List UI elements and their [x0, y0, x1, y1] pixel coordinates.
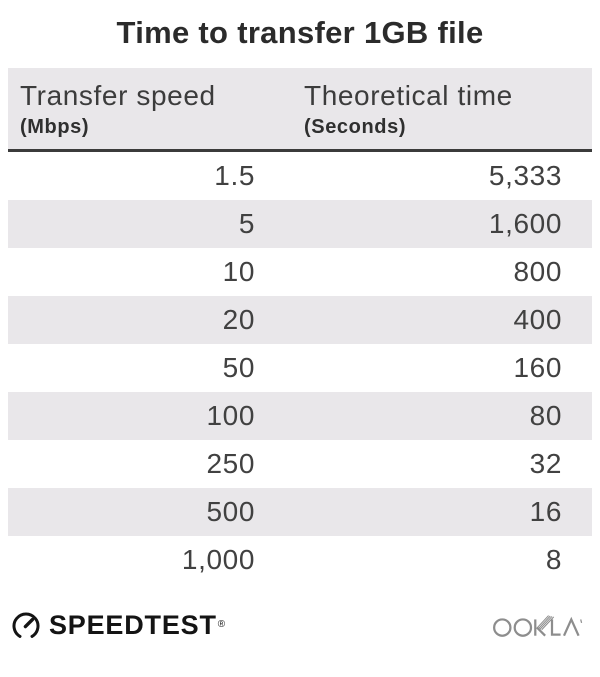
transfer-time-table: Transfer speed (Mbps) Theoretical time (…	[8, 68, 592, 584]
table-row: 1.5 5,333	[8, 152, 592, 200]
registered-trademark-symbol: ®	[217, 618, 226, 630]
table-body: 1.5 5,333 5 1,600 10 800 20 400 50 160 100 80 250 32 5…	[8, 152, 592, 584]
header-transfer-speed: Transfer speed (Mbps)	[8, 77, 304, 149]
transfer-speed-value: 500	[206, 496, 255, 527]
transfer-speed-value: 100	[206, 400, 255, 431]
transfer-speed-value: 1.5	[214, 160, 255, 191]
table-row: 10 800	[8, 248, 592, 296]
transfer-speed-value: 50	[222, 352, 255, 383]
table-row: 5 1,600	[8, 200, 592, 248]
transfer-speed-value: 5	[238, 208, 255, 239]
table-row: 100 80	[8, 392, 592, 440]
footer: SPEEDTEST ®	[0, 587, 600, 677]
table-row: 500 16	[8, 488, 592, 536]
header-theoretical-time-label: Theoretical time	[304, 80, 513, 111]
table-row: 50 160	[8, 344, 592, 392]
header-transfer-speed-label: Transfer speed	[20, 80, 216, 111]
table-header-row: Transfer speed (Mbps) Theoretical time (…	[8, 68, 592, 152]
ookla-wordmark	[493, 615, 583, 637]
page-title: Time to transfer 1GB file	[116, 15, 484, 50]
theoretical-time-value: 400	[513, 304, 562, 335]
theoretical-time-value: 80	[529, 400, 562, 431]
table-row: 1,000 8	[8, 536, 592, 584]
theoretical-time-value: 8	[545, 544, 562, 575]
theoretical-time-value: 1,600	[488, 208, 562, 239]
speedtest-logo: SPEEDTEST ®	[10, 609, 226, 641]
table-row: 250 32	[8, 440, 592, 488]
theoretical-time-value: 16	[529, 496, 562, 527]
speedometer-gauge-icon	[12, 612, 40, 638]
theoretical-time-value: 160	[513, 352, 562, 383]
header-transfer-speed-unit: (Mbps)	[20, 116, 90, 138]
theoretical-time-value: 32	[529, 448, 562, 479]
header-theoretical-time: Theoretical time (Seconds)	[304, 77, 592, 149]
table-row: 20 400	[8, 296, 592, 344]
theoretical-time-value: 5,333	[488, 160, 562, 191]
transfer-speed-value: 20	[222, 304, 255, 335]
theoretical-time-value: 800	[513, 256, 562, 287]
speedtest-wordmark: SPEEDTEST	[49, 609, 217, 640]
transfer-speed-value: 1,000	[181, 544, 255, 575]
transfer-speed-value: 250	[206, 448, 255, 479]
transfer-speed-value: 10	[222, 256, 255, 287]
header-theoretical-time-unit: (Seconds)	[304, 116, 407, 138]
